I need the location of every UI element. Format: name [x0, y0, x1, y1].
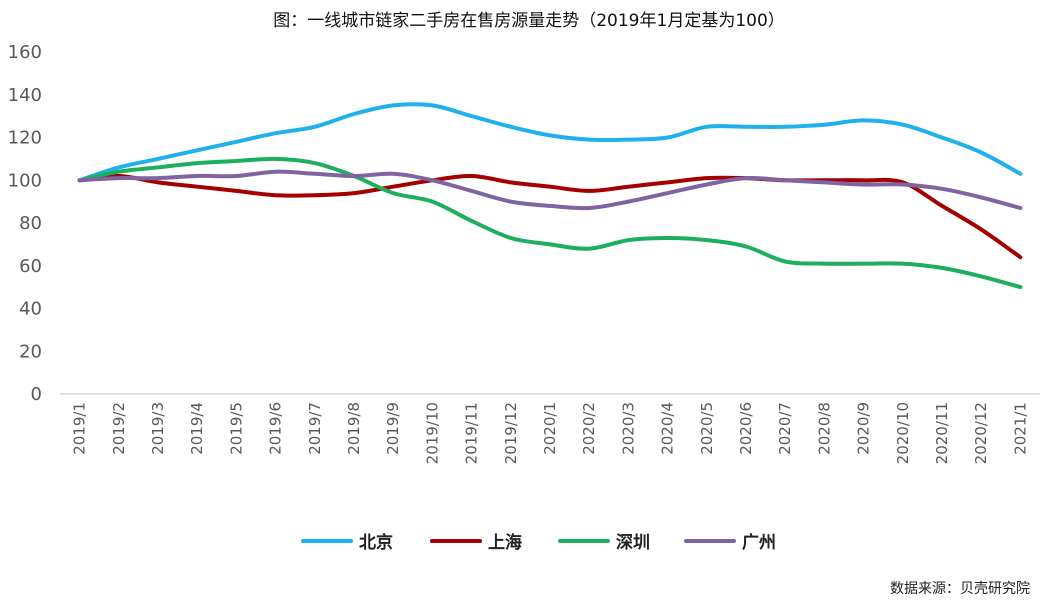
y-tick-label: 0	[31, 384, 42, 405]
x-tick-label: 2019/8	[345, 402, 363, 455]
x-tick-label: 2020/4	[659, 402, 677, 455]
legend-label-2: 深圳	[616, 532, 650, 553]
x-tick-label: 2020/10	[894, 402, 912, 464]
series-lines	[77, 102, 1023, 290]
y-tick-label: 80	[19, 213, 42, 234]
y-axis-ticks: 0 20 40 60 80 100 120 140 160	[8, 42, 42, 405]
x-tick-label: 2019/11	[463, 402, 481, 464]
legend-label-3: 广州	[742, 532, 776, 553]
x-tick-label: 2020/2	[580, 402, 598, 455]
x-tick-label: 2019/10	[423, 402, 441, 464]
series-line-3	[77, 169, 1023, 211]
x-tick-label: 2019/12	[502, 402, 520, 464]
source-note: 数据来源：贝壳研究院	[890, 580, 1030, 597]
x-tick-label: 2019/7	[306, 402, 324, 455]
x-tick-label: 2019/3	[149, 402, 167, 455]
x-tick-label: 2019/6	[267, 402, 285, 455]
y-tick-label: 20	[19, 341, 42, 362]
y-tick-label: 100	[8, 170, 42, 191]
y-tick-label: 120	[8, 128, 42, 149]
x-tick-label: 2019/2	[110, 402, 128, 455]
series-line-1	[77, 173, 1023, 260]
x-tick-label: 2019/1	[71, 402, 89, 455]
x-tick-label: 2021/1	[1011, 402, 1029, 455]
x-tick-label: 2020/6	[737, 402, 755, 455]
x-tick-label: 2019/4	[188, 402, 206, 455]
x-tick-label: 2020/12	[972, 402, 990, 464]
legend-label-0: 北京	[359, 532, 393, 553]
x-tick-label: 2019/9	[384, 402, 402, 455]
y-tick-label: 160	[8, 42, 42, 63]
series-line-2	[77, 156, 1023, 290]
y-tick-label: 140	[8, 85, 42, 106]
x-tick-label: 2020/5	[698, 402, 716, 455]
series-line-0	[77, 102, 1023, 183]
y-tick-label: 40	[19, 299, 42, 320]
x-tick-label: 2020/1	[541, 402, 559, 455]
y-tick-label: 60	[19, 256, 42, 277]
x-tick-label: 2020/11	[933, 402, 951, 464]
x-axis-ticks: 2019/1 2019/2 2019/3 2019/4 2019/5 2019/6 2019…	[71, 402, 1030, 464]
x-tick-label: 2020/8	[815, 402, 833, 455]
x-tick-label: 2020/3	[619, 402, 637, 455]
chart-title: 图：一线城市链家二手房在售房源量走势（2019年1月定基为100）	[273, 11, 785, 31]
x-tick-label: 2019/5	[227, 402, 245, 455]
x-tick-label: 2020/9	[855, 402, 873, 455]
x-tick-label: 2020/7	[776, 402, 794, 455]
legend: 北京 上海 深圳 广州	[301, 532, 776, 553]
legend-label-1: 上海	[488, 532, 522, 553]
